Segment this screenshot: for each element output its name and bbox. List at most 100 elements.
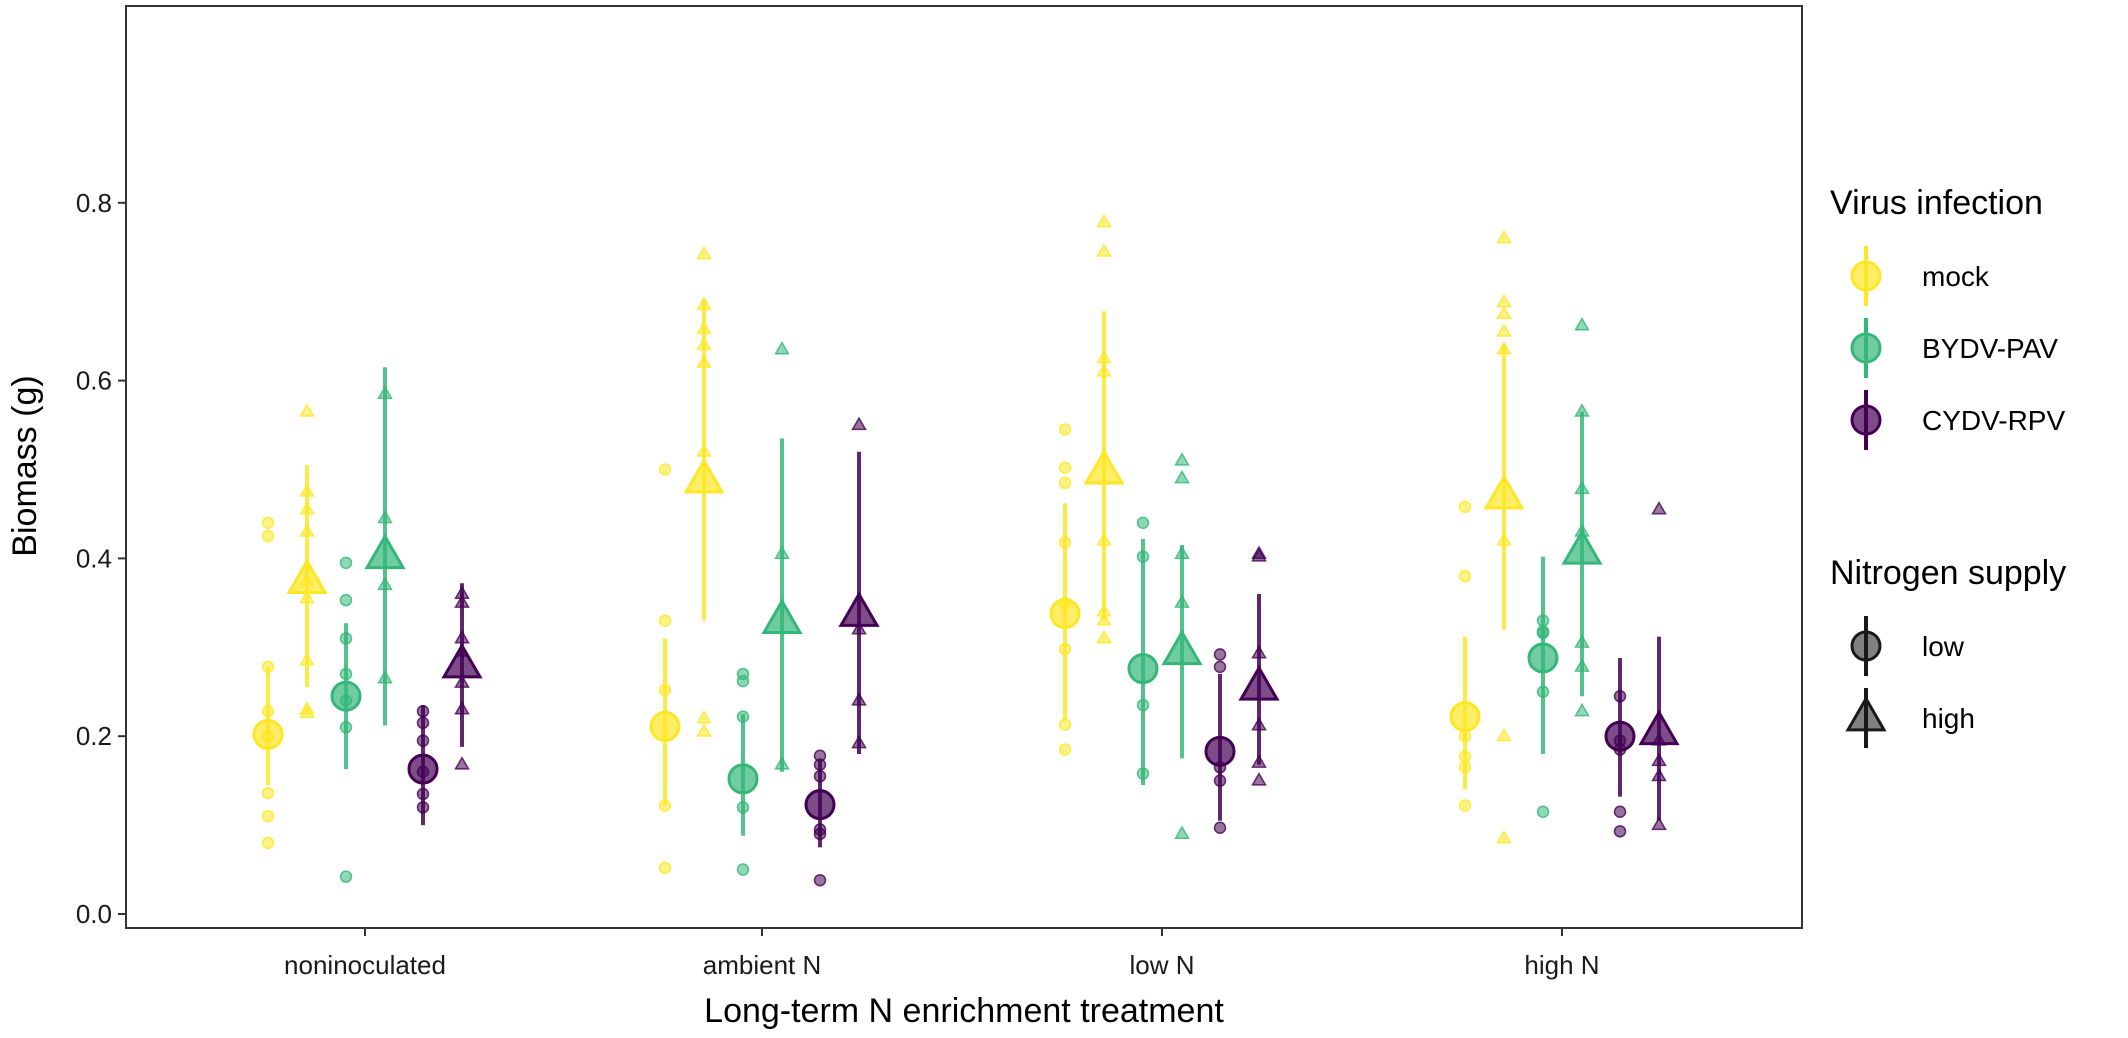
point-cydv-rpv-high <box>851 734 867 749</box>
mean-bydv-pav-high <box>1161 629 1203 666</box>
point-mock-high <box>696 354 712 368</box>
mean-mock-low <box>1049 598 1081 630</box>
point-cydv-rpv-high <box>851 621 867 635</box>
point-cydv-rpv-high <box>454 701 470 715</box>
point-mock-high <box>1496 727 1512 742</box>
point-cydv-rpv-high <box>1651 767 1667 782</box>
point-mock-low <box>1458 500 1472 514</box>
point-cydv-rpv-high <box>851 416 867 431</box>
point-bydv-pav-low <box>339 593 353 607</box>
y-axis-title: Biomass (g) <box>6 375 44 556</box>
y-axis: 0.0 0.2 0.4 0.6 0.8 <box>76 188 126 929</box>
point-mock-high <box>299 483 315 497</box>
point-bydv-pav-high <box>377 669 393 684</box>
point-bydv-pav-low <box>736 710 750 723</box>
point-bydv-pav-high <box>1174 825 1190 840</box>
point-cydv-rpv-low <box>416 716 430 730</box>
mean-mock-low <box>1449 701 1481 733</box>
point-bydv-pav-low <box>1136 767 1150 780</box>
point-mock-high <box>1496 305 1512 319</box>
mean-mock-high <box>286 558 328 594</box>
point-mock-high <box>299 501 315 515</box>
legend-virus-key <box>1850 332 1882 364</box>
point-mock-high <box>299 589 315 604</box>
point-mock-low <box>261 529 275 543</box>
point-bydv-pav-low <box>1536 626 1550 640</box>
mean-cydv-rpv-low <box>1204 735 1236 767</box>
point-mock-low <box>261 660 275 674</box>
point-mock-low <box>1458 569 1472 583</box>
point-mock-low <box>1058 476 1072 490</box>
point-cydv-rpv-low <box>813 758 827 771</box>
point-cydv-rpv-high <box>1651 501 1667 515</box>
point-bydv-pav-high <box>1574 317 1590 331</box>
mean-cydv-rpv-high <box>441 642 483 679</box>
y-tick-label: 0.4 <box>76 543 112 573</box>
y-tick-label: 0.0 <box>76 899 112 929</box>
point-mock-high <box>1096 532 1112 546</box>
point-bydv-pav-low <box>1136 516 1150 530</box>
point-cydv-rpv-low <box>1613 805 1627 819</box>
point-bydv-pav-high <box>774 545 790 559</box>
point-bydv-pav-low <box>339 721 353 734</box>
point-bydv-pav-high <box>1574 634 1590 648</box>
point-bydv-pav-low <box>1136 550 1150 563</box>
point-bydv-pav-low <box>1536 805 1550 819</box>
point-mock-high <box>299 403 315 417</box>
point-cydv-rpv-high <box>454 674 470 688</box>
mean-bydv-pav-low <box>727 763 759 795</box>
point-bydv-pav-high <box>774 756 790 770</box>
point-mock-high <box>1496 341 1512 355</box>
legend-virus-label: BYDV-PAV <box>1922 333 2058 364</box>
point-cydv-rpv-low <box>1213 821 1227 835</box>
point-mock-low <box>1058 536 1072 549</box>
point-bydv-pav-low <box>1136 698 1150 712</box>
point-bydv-pav-low <box>339 667 353 681</box>
mean-cydv-rpv-high <box>838 591 880 627</box>
point-mock-high <box>696 245 712 260</box>
point-cydv-rpv-high <box>1251 645 1267 659</box>
point-cydv-rpv-high <box>851 692 867 706</box>
x-axis-title: Long-term N enrichment treatment <box>704 992 1224 1030</box>
point-mock-low <box>261 705 275 718</box>
point-bydv-pav-low <box>1536 614 1550 627</box>
mean-mock-high <box>1083 448 1125 485</box>
point-mock-high <box>1496 229 1512 244</box>
legend-virus-key <box>1850 260 1882 292</box>
mean-mock-low <box>649 710 681 742</box>
point-mock-high <box>1096 629 1112 644</box>
mean-bydv-pav-low <box>1527 642 1559 674</box>
point-mock-low <box>1058 461 1072 474</box>
mean-cydv-rpv-low <box>407 753 439 785</box>
point-bydv-pav-high <box>377 509 393 524</box>
point-mock-high <box>1496 829 1512 844</box>
point-cydv-rpv-high <box>454 756 470 770</box>
point-mock-high <box>1096 349 1112 364</box>
point-bydv-pav-high <box>774 341 790 355</box>
mean-cydv-rpv-low <box>1604 720 1636 752</box>
mean-mock-low <box>252 718 284 750</box>
point-mock-low <box>261 516 275 530</box>
point-cydv-rpv-low <box>416 801 430 814</box>
point-cydv-rpv-low <box>1613 689 1627 703</box>
mean-mock-high <box>683 457 725 494</box>
plot-panel <box>125 5 1803 929</box>
point-cydv-rpv-high <box>454 594 470 608</box>
point-mock-high <box>696 336 712 351</box>
point-mock-high <box>299 523 315 537</box>
point-bydv-pav-low <box>736 674 750 688</box>
point-bydv-pav-high <box>1574 658 1590 672</box>
y-tick-label: 0.8 <box>76 188 112 218</box>
x-tick-label: noninoculated <box>284 950 446 980</box>
mean-bydv-pav-high <box>761 598 803 634</box>
point-mock-high <box>696 443 712 457</box>
point-cydv-rpv-high <box>1251 548 1267 562</box>
legend-nitrogen-key <box>1850 630 1882 662</box>
legend-virus-label: mock <box>1922 261 1990 292</box>
point-mock-low <box>1058 743 1072 756</box>
point-bydv-pav-low <box>339 556 353 570</box>
point-cydv-rpv-high <box>1651 816 1667 831</box>
data-layer <box>252 213 1680 887</box>
point-cydv-rpv-low <box>813 827 827 841</box>
point-mock-high <box>299 652 315 666</box>
